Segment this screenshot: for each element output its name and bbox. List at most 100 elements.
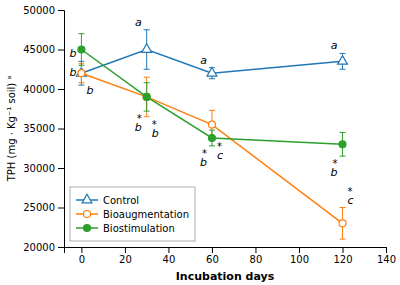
data-point [143,93,150,100]
tick: 20 [119,247,132,265]
error-bar [209,130,215,146]
tick-label: 20000 [23,242,55,253]
legend-label: Biostimulation [103,223,175,234]
tick-mark [125,247,126,253]
tick: 50000 [23,5,64,16]
marks [76,30,347,239]
x-axis: 0 20 40 60 80 100 120 140 [65,247,397,265]
annotation-letter: c [347,194,353,207]
data-point [208,121,215,128]
tick-mark [212,247,213,253]
tick-mark [342,247,343,253]
annotation-letter: a [200,54,207,67]
legend-label: Bioaugmentation [103,209,189,220]
tick: 40000 [23,84,64,95]
tick-label: 30000 [23,163,55,174]
annotation-letter: b [86,84,93,97]
tick-mark [58,50,64,51]
tick: 45000 [23,44,64,55]
tick: 35000 [23,123,64,134]
data-point [208,134,215,141]
tick-label: 0 [79,254,85,265]
error-bar [339,132,345,156]
error-bar [339,208,345,240]
annotation-letter: b [200,156,207,169]
tick: 20000 [23,242,64,253]
axis-line [58,11,65,248]
tick-mark [58,129,64,130]
plot: 0 20 40 60 80 100 120 140 20000 25000 30000 35000 40… [6,5,396,283]
annotations: baaab*b*c*cb*b*b*b [69,16,353,207]
tick-label: 25000 [23,202,55,213]
axis-line [65,248,387,254]
tick: 140 [377,247,396,265]
annotation-letter: b [69,66,76,79]
error-bar [78,64,84,83]
data-point [338,56,348,65]
legend: Control Bioaugmentation Biostimulation [70,187,195,241]
tick-label: 40000 [23,84,55,95]
legend-swatch-marker [82,194,92,203]
annotation-letter: b [331,166,338,179]
tick-label: 80 [250,254,263,265]
series [78,34,346,156]
data-point [143,93,150,100]
tick-label: 45000 [23,44,55,55]
data-point [78,70,85,77]
error-bar [78,34,84,66]
data-point [339,220,346,227]
annotation-letter: a [135,16,142,29]
tick-label: 20 [119,254,132,265]
legend-item: Biostimulation [76,223,175,234]
annotation-letter: b [152,127,159,140]
tick-mark [58,247,64,248]
data-point [339,141,346,148]
tick: 80 [250,247,263,265]
legend-swatch-marker [84,225,91,232]
series [78,64,346,239]
legend-label: Control [103,195,139,206]
tick-label: 100 [290,254,309,265]
tick-mark [58,168,64,169]
data-point [142,44,152,53]
series [76,30,347,85]
tick: 40 [163,247,176,265]
tick-label: 140 [377,254,396,265]
tick-mark [299,247,300,253]
legend-swatch-marker [84,211,91,218]
y-axis: 20000 25000 30000 35000 40000 45000 50000 [23,5,64,253]
tick-label: 35000 [23,123,55,134]
error-bar [144,77,150,117]
legend-box [70,187,195,241]
annotation-letter: b [135,121,142,134]
tick-mark [58,10,64,11]
tick: 100 [290,247,309,265]
tick: 0 [79,247,85,265]
error-bar [144,83,150,111]
tick-label: 60 [206,254,219,265]
annotation-letter: c [217,149,223,162]
tick-mark [168,247,169,253]
annotation-letter: b [69,47,76,60]
legend-item: Bioaugmentation [76,209,189,220]
tick: 60 [206,247,219,265]
tick: 120 [333,247,352,265]
data-point [78,46,85,53]
chart: 0 20 40 60 80 100 120 140 20000 25000 30000 35000 40… [0,0,400,285]
tick-mark [58,208,64,209]
tick: 30000 [23,163,64,174]
x-axis-title: Incubation days [176,270,275,283]
tick-label: 50000 [23,5,55,16]
tick-mark [386,247,387,253]
legend-item: Control [76,194,139,205]
tick-label: 120 [333,254,352,265]
tick-mark [255,247,256,253]
y-axis-title: TPH (mg · Kg⁻¹ soil) ᵃ [6,76,17,183]
series-line [81,73,342,223]
tick-mark [81,247,82,253]
data-point [207,68,217,77]
annotation-letter: a [331,39,338,52]
tick: 25000 [23,202,64,213]
tick-label: 40 [163,254,176,265]
tick-mark [58,89,64,90]
